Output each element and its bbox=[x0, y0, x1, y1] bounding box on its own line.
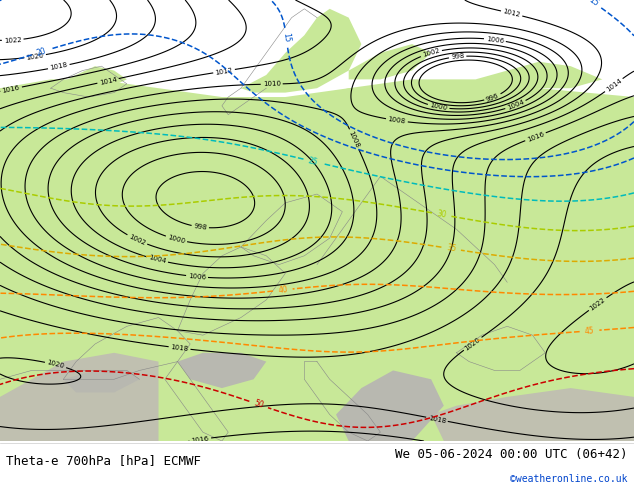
Text: 1020: 1020 bbox=[46, 360, 65, 370]
Text: 35: 35 bbox=[446, 244, 456, 254]
Text: 998: 998 bbox=[451, 53, 465, 60]
Text: 1004: 1004 bbox=[506, 99, 525, 111]
Text: 1018: 1018 bbox=[49, 62, 68, 72]
Text: 25: 25 bbox=[307, 156, 319, 167]
Polygon shape bbox=[241, 9, 361, 93]
Text: 1002: 1002 bbox=[128, 233, 146, 246]
Polygon shape bbox=[0, 79, 634, 441]
Text: 1012: 1012 bbox=[502, 8, 521, 19]
Text: 1016: 1016 bbox=[191, 435, 209, 443]
Text: 1018: 1018 bbox=[427, 415, 446, 424]
Polygon shape bbox=[51, 66, 127, 93]
Text: 1022: 1022 bbox=[4, 37, 22, 44]
Text: Theta-e 700hPa [hPa] ECMWF: Theta-e 700hPa [hPa] ECMWF bbox=[6, 454, 202, 467]
Text: 1018: 1018 bbox=[171, 344, 189, 352]
Text: 1020: 1020 bbox=[26, 52, 44, 61]
Text: 1002: 1002 bbox=[422, 48, 441, 58]
Polygon shape bbox=[178, 353, 266, 388]
Text: 1000: 1000 bbox=[429, 102, 448, 112]
Text: 1012: 1012 bbox=[215, 67, 233, 75]
Text: 1010: 1010 bbox=[262, 81, 281, 87]
Text: 15: 15 bbox=[586, 0, 600, 9]
Polygon shape bbox=[63, 370, 139, 392]
Text: 1000: 1000 bbox=[167, 234, 186, 245]
Text: 1020: 1020 bbox=[463, 336, 482, 351]
Polygon shape bbox=[0, 353, 158, 441]
Text: 50: 50 bbox=[252, 399, 265, 410]
Text: 30: 30 bbox=[436, 209, 448, 220]
Text: We 05-06-2024 00:00 UTC (06+42): We 05-06-2024 00:00 UTC (06+42) bbox=[395, 448, 628, 461]
Text: 1014: 1014 bbox=[99, 76, 117, 86]
Text: 45: 45 bbox=[585, 326, 595, 336]
Text: 1016: 1016 bbox=[2, 84, 20, 94]
Polygon shape bbox=[349, 44, 431, 79]
Polygon shape bbox=[336, 370, 444, 441]
Text: 20: 20 bbox=[36, 46, 48, 58]
Text: 1016: 1016 bbox=[526, 131, 545, 143]
Text: 1022: 1022 bbox=[589, 296, 607, 312]
Text: 1006: 1006 bbox=[188, 273, 206, 280]
Text: 40: 40 bbox=[278, 285, 288, 295]
Text: 998: 998 bbox=[193, 223, 207, 231]
Polygon shape bbox=[431, 388, 634, 441]
Text: 996: 996 bbox=[485, 92, 500, 102]
Text: ©weatheronline.co.uk: ©weatheronline.co.uk bbox=[510, 474, 628, 484]
Text: 1008: 1008 bbox=[387, 116, 406, 125]
Text: 1014: 1014 bbox=[605, 77, 623, 93]
Text: 1008: 1008 bbox=[347, 130, 361, 148]
Polygon shape bbox=[476, 62, 602, 88]
Polygon shape bbox=[317, 88, 393, 106]
Text: 1004: 1004 bbox=[148, 255, 167, 265]
Text: 15: 15 bbox=[281, 32, 292, 43]
Text: 1006: 1006 bbox=[486, 36, 504, 44]
